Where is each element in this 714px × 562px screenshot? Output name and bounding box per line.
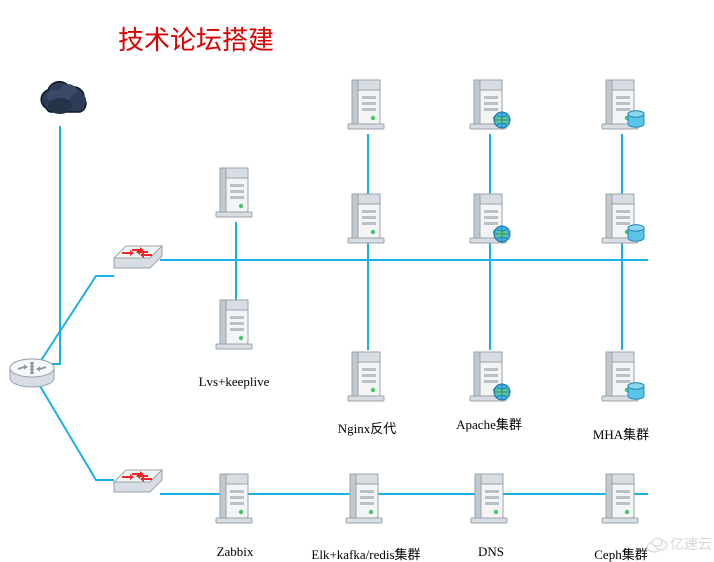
node-switch2 [108, 456, 168, 516]
server-icon [208, 298, 264, 354]
server-icon [340, 78, 396, 134]
node-apache3 [460, 348, 520, 408]
node-nginx3 [338, 348, 398, 408]
server_db-icon [594, 192, 650, 248]
node-mha2 [592, 190, 652, 250]
switch-icon [110, 458, 166, 514]
node-nginx2 [338, 190, 398, 250]
server-icon [594, 472, 650, 528]
network-edge [160, 260, 236, 300]
watermark-text: 亿速云 [670, 534, 712, 554]
node-apache1 [460, 76, 520, 136]
node-router [4, 344, 64, 404]
node-switch1 [108, 232, 168, 292]
node-lvs2 [206, 296, 266, 356]
server-icon [463, 472, 519, 528]
cloud-icon [32, 76, 88, 132]
node-lvs1 [206, 164, 266, 224]
node-ceph [592, 470, 652, 530]
server_db-icon [594, 78, 650, 134]
node-dns [461, 470, 521, 530]
label-zabbix: Zabbix [175, 544, 295, 560]
server-icon [208, 166, 264, 222]
label-lvs: Lvs+keeplive [174, 374, 294, 390]
label-elk: Elk+kafka/redis集群 [281, 544, 451, 562]
server-icon [340, 350, 396, 406]
network-edge [160, 222, 236, 260]
label-nginx: Nginx反代 [307, 418, 427, 437]
server_globe-icon [462, 350, 518, 406]
label-apache: Apache集群 [429, 414, 549, 433]
watermark: 亿速云 [644, 534, 712, 554]
server-icon [208, 472, 264, 528]
label-dns: DNS [431, 544, 551, 560]
server_db-icon [594, 350, 650, 406]
node-cloud [30, 74, 90, 134]
network-edge [27, 126, 60, 364]
node-mha1 [592, 76, 652, 136]
router-icon [6, 346, 62, 402]
switch-icon [110, 234, 166, 290]
page-title: 技术论坛搭建 [118, 20, 274, 57]
node-zabbix [206, 470, 266, 530]
node-nginx1 [338, 76, 398, 136]
label-mha: MHA集群 [561, 424, 681, 443]
server-icon [338, 472, 394, 528]
server-icon [340, 192, 396, 248]
node-mha3 [592, 348, 652, 408]
server_globe-icon [462, 78, 518, 134]
server_globe-icon [462, 192, 518, 248]
node-apache2 [460, 190, 520, 250]
node-elk [336, 470, 396, 530]
